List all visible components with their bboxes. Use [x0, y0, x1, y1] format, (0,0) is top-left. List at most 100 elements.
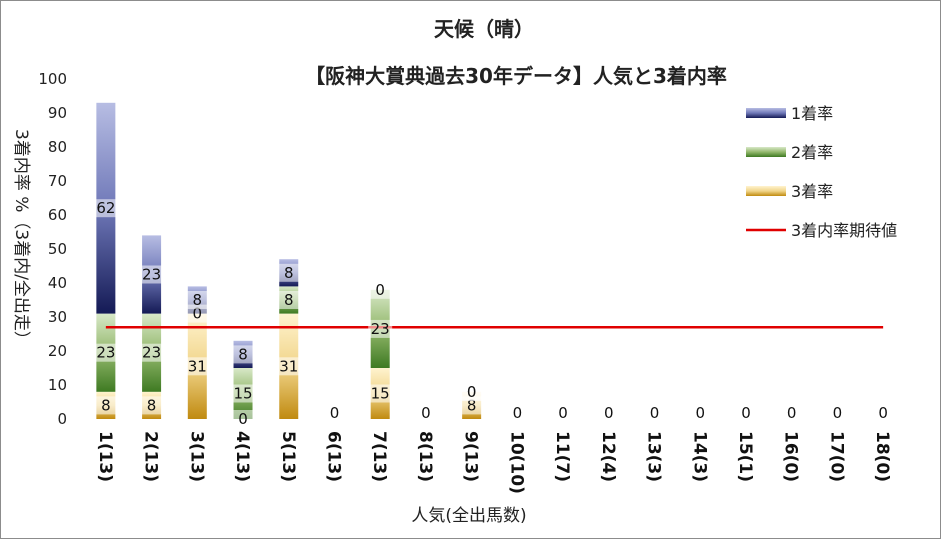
data-label-bg	[93, 199, 118, 218]
data-label-bg	[871, 404, 896, 422]
x-tick-label: 18(0)	[872, 431, 892, 482]
data-label: 0	[330, 404, 340, 422]
data-label: 8	[193, 291, 203, 309]
chart-title: 天候（晴）	[434, 17, 534, 41]
data-label: 0	[421, 404, 431, 422]
legend-label: 3着内率期待値	[791, 221, 897, 240]
data-label-bg	[139, 343, 164, 362]
data-label-bg	[276, 291, 301, 309]
legend-swatch	[746, 108, 786, 118]
data-label: 0	[513, 404, 523, 422]
data-label-bg	[368, 280, 393, 299]
legend-label: 2着率	[791, 143, 833, 162]
data-label: 62	[96, 199, 115, 217]
x-tick-label: 10(10)	[506, 431, 526, 494]
data-label: 23	[142, 344, 161, 362]
data-label: 31	[188, 357, 207, 375]
data-label: 0	[741, 404, 751, 422]
y-tick-label: 20	[48, 342, 67, 360]
data-label-bg	[231, 345, 256, 364]
y-tick-label: 90	[48, 104, 67, 122]
data-label: 0	[238, 410, 248, 428]
x-tick-label: 17(0)	[826, 431, 846, 482]
x-tick-label: 5(13)	[278, 431, 298, 482]
x-tick-label: 16(0)	[781, 431, 801, 482]
data-label: 0	[833, 404, 843, 422]
data-label: 23	[142, 266, 161, 284]
legend-label: 3着率	[791, 182, 833, 201]
data-label-bg	[322, 404, 347, 422]
x-tick-label: 11(7)	[552, 431, 572, 482]
x-tick-label: 7(13)	[369, 431, 389, 482]
y-axis-label: 3着内率 %（3着内/全出走）	[11, 129, 31, 348]
x-tick-label: 12(4)	[598, 431, 618, 482]
x-tick-label: 1(13)	[95, 431, 115, 482]
data-label: 23	[371, 320, 390, 338]
data-label: 8	[101, 396, 111, 414]
data-label: 0	[558, 404, 568, 422]
x-tick-label: 9(13)	[461, 431, 481, 482]
legend-swatch	[746, 186, 786, 196]
y-tick-label: 100	[38, 70, 67, 88]
data-label-bg	[276, 357, 301, 376]
data-label-bg	[93, 396, 118, 415]
data-label: 0	[878, 404, 888, 422]
y-tick-label: 40	[48, 274, 67, 292]
chart-subtitle: 【阪神大賞典過去30年データ】人気と3着内率	[305, 64, 727, 88]
data-label-bg	[688, 404, 713, 422]
y-tick-label: 60	[48, 206, 67, 224]
data-label: 8	[238, 345, 248, 363]
data-label-bg	[413, 404, 438, 422]
data-label: 0	[787, 404, 797, 422]
x-tick-label: 2(13)	[141, 431, 161, 482]
x-tick-label: 3(13)	[186, 431, 206, 482]
legend: 1着率 2着率 3着率 3着内率期待値	[746, 104, 897, 240]
data-label-bg	[185, 304, 210, 323]
data-label-bg	[779, 404, 804, 422]
data-label-bg	[93, 343, 118, 362]
data-label: 15	[371, 385, 390, 403]
data-label-bg	[276, 263, 301, 282]
y-tick-label: 0	[57, 410, 67, 428]
x-tick-label: 14(3)	[689, 431, 709, 482]
data-label: 0	[604, 404, 614, 422]
x-tick-label: 13(3)	[644, 431, 664, 482]
data-label: 8	[284, 291, 294, 309]
data-label-bg	[825, 404, 850, 422]
data-label: 31	[279, 357, 298, 375]
data-label-bg	[185, 357, 210, 376]
x-axis-ticks: 1(13) 2(13) 3(13) 4(13) 5(13) 6(13) 7(13) 8(13)…	[95, 431, 892, 494]
y-tick-label: 50	[48, 240, 67, 258]
data-label-bg	[231, 384, 256, 403]
data-label-bg	[139, 265, 164, 284]
data-label: 23	[96, 344, 115, 362]
x-tick-label: 15(1)	[735, 431, 755, 482]
data-label: 0	[193, 305, 203, 323]
y-tick-label: 30	[48, 308, 67, 326]
y-axis-ticks: 0 10 20 30 40 50 60 70 80 90 100	[38, 70, 67, 428]
x-axis-label: 人気(全出馬数)	[411, 506, 526, 526]
data-label: 15	[233, 385, 252, 403]
data-label-bg	[185, 291, 210, 309]
y-tick-label: 70	[48, 172, 67, 190]
data-label-bg	[642, 404, 667, 422]
legend-swatch	[746, 147, 786, 157]
y-tick-label: 10	[48, 376, 67, 394]
data-label: 0	[650, 404, 660, 422]
data-label: 0	[467, 383, 477, 401]
data-label-bg	[368, 384, 393, 403]
data-label-bg	[231, 410, 256, 428]
data-label-bg	[505, 404, 530, 422]
data-label-bg	[139, 396, 164, 415]
data-label-bg	[733, 404, 758, 422]
data-label-bg	[368, 319, 393, 338]
data-label: 0	[375, 281, 385, 299]
legend-label: 1着率	[791, 104, 833, 123]
x-tick-label: 4(13)	[232, 431, 252, 482]
data-label-bg	[596, 404, 621, 422]
data-label-bg	[459, 396, 484, 415]
data-label: 8	[147, 396, 157, 414]
